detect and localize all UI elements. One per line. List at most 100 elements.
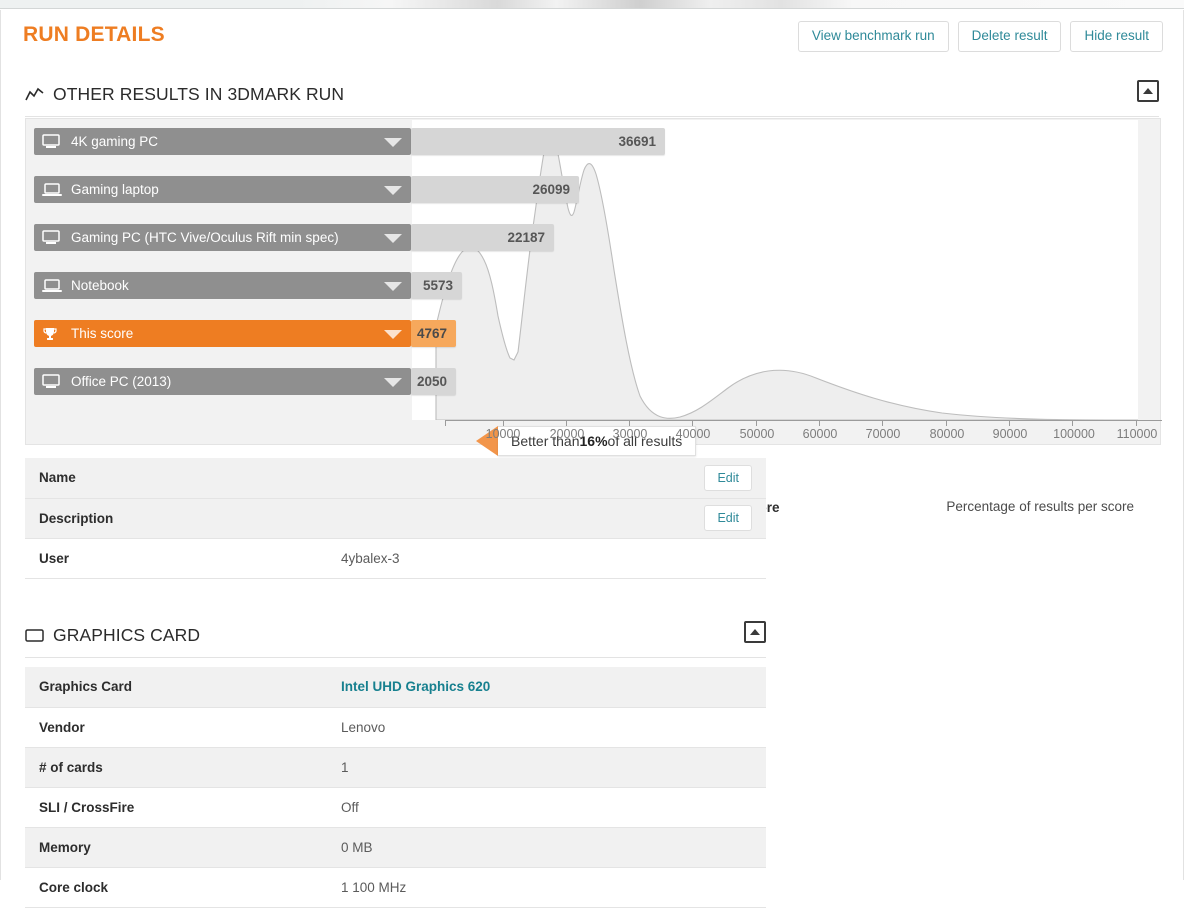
desktop-icon [42, 230, 66, 245]
axis-tick [1136, 420, 1137, 426]
bar-label-gaming-laptop[interactable]: Gaming laptop [34, 176, 411, 203]
edit-description-button[interactable]: Edit [704, 504, 752, 532]
row-description: Description Edit [25, 498, 766, 539]
bar-label-text: Notebook [71, 278, 129, 293]
line-chart-icon [25, 87, 44, 102]
bar-label-text: 4K gaming PC [71, 134, 159, 149]
chevron-down-icon [384, 186, 402, 195]
x-tick-label: 110000 [1116, 427, 1158, 441]
graphics-card-title: GRAPHICS CARD [53, 625, 201, 645]
axis-tick [1072, 420, 1073, 426]
callout-suffix: of all results [607, 433, 683, 449]
row-key: Memory [25, 827, 327, 868]
x-axis-line [445, 420, 1162, 421]
bar-label-this-score[interactable]: This score [34, 320, 411, 347]
row-value: 1 100 MHz [327, 867, 766, 908]
chevron-down-icon [384, 378, 402, 387]
x-tick-label: 30000 [612, 427, 648, 441]
graphics-card-table: Graphics Card Intel UHD Graphics 620 Ven… [25, 667, 766, 908]
row-value: 0 MB [327, 827, 766, 868]
row-key: Description [25, 498, 327, 539]
hide-result-button[interactable]: Hide result [1070, 21, 1163, 52]
row-sli-crossfire: SLI / CrossFire Off [25, 787, 766, 828]
row-value: Lenovo [327, 707, 766, 748]
bar-label-text: Office PC (2013) [71, 374, 172, 389]
distribution-plot-area [412, 120, 1138, 420]
x-tick-label: 60000 [802, 427, 838, 441]
trophy-icon [42, 326, 66, 342]
other-results-section-header: OTHER RESULTS IN 3DMARK RUN [25, 76, 1159, 117]
edit-name-button[interactable]: Edit [704, 464, 752, 491]
row-graphics-card: Graphics Card Intel UHD Graphics 620 [25, 667, 766, 708]
x-tick-label: 40000 [675, 427, 711, 441]
axis-tick [566, 420, 567, 426]
hero-image-strip [0, 0, 1184, 9]
bar-row: Notebook 5573 [34, 272, 1154, 299]
monitor-icon [25, 628, 44, 643]
graphics-card-link[interactable]: Intel UHD Graphics 620 [327, 667, 766, 708]
chevron-up-icon [750, 629, 760, 635]
chevron-up-icon [1143, 88, 1153, 94]
x-tick-label: 10000 [485, 427, 521, 441]
bar-value-this-score: 4767 [411, 320, 456, 347]
axis-tick [946, 420, 947, 426]
percentile-callout: Better than 16% of all results [476, 426, 697, 456]
bar-row: Gaming PC (HTC Vive/Oculus Rift min spec… [34, 224, 1154, 251]
row-value: 4ybalex-3 [327, 538, 766, 579]
bar-value-office-pc: 2050 [411, 368, 456, 395]
x-tick-label: 80000 [929, 427, 965, 441]
graphics-card-title-group: GRAPHICS CARD [25, 625, 200, 646]
row-value: Off [327, 787, 766, 828]
axis-tick [1009, 420, 1010, 426]
chevron-down-icon [384, 138, 402, 147]
bar-label-text: This score [71, 326, 134, 341]
bar-value-4k-gaming-pc: 36691 [411, 128, 665, 155]
run-details-table: Name Edit Description Edit User 4ybalex-… [25, 458, 766, 579]
bar-label-text: Gaming PC (HTC Vive/Oculus Rift min spec… [71, 230, 339, 245]
axis-tick [882, 420, 883, 426]
axis-tick [819, 420, 820, 426]
other-results-title: OTHER RESULTS IN 3DMARK RUN [53, 84, 345, 104]
axis-tick [503, 420, 504, 426]
bar-row: 4K gaming PC 36691 [34, 128, 1154, 155]
callout-emphasis: 16% [579, 433, 608, 449]
score-comparison-chart: 4K gaming PC 36691 Gaming laptop 26099 G… [25, 118, 1162, 515]
desktop-icon [42, 134, 66, 149]
run-details-page: RUN DETAILS View benchmark run Delete re… [0, 10, 1184, 908]
x-tick-label: 100000 [1053, 427, 1095, 441]
axis-tick [445, 420, 446, 426]
bar-label-4k-gaming-pc[interactable]: 4K gaming PC [34, 128, 411, 155]
bar-label-text: Gaming laptop [71, 182, 159, 197]
axis-tick [756, 420, 757, 426]
row-user: User 4ybalex-3 [25, 538, 766, 579]
delete-result-button[interactable]: Delete result [957, 21, 1062, 52]
bar-row: Office PC (2013) 2050 [34, 368, 1154, 395]
bar-label-office-pc[interactable]: Office PC (2013) [34, 368, 411, 395]
row-name: Name Edit [25, 458, 766, 499]
row-key: Vendor [25, 707, 327, 748]
callout-text: Better than 16% of all results [498, 426, 697, 456]
x-axis: 10000 20000 30000 40000 50000 60000 7000… [412, 420, 1162, 445]
x-tick-label: 70000 [865, 427, 901, 441]
collapse-graphics-card-button[interactable] [744, 621, 766, 643]
chevron-down-icon [384, 282, 402, 291]
page-title: RUN DETAILS [23, 23, 165, 46]
row-key: Name [25, 458, 327, 499]
collapse-other-results-button[interactable] [1137, 80, 1159, 102]
header-actions: View benchmark run Delete result Hide re… [797, 21, 1163, 52]
bar-value-gaming-pc-vr: 22187 [411, 224, 554, 251]
row-core-clock: Core clock 1 100 MHz [25, 867, 766, 908]
other-results-title-group: OTHER RESULTS IN 3DMARK RUN [25, 84, 344, 105]
row-key: SLI / CrossFire [25, 787, 327, 828]
view-benchmark-run-button[interactable]: View benchmark run [797, 21, 949, 52]
axis-tick [692, 420, 693, 426]
x-tick-label: 20000 [549, 427, 585, 441]
bar-label-gaming-pc-vr[interactable]: Gaming PC (HTC Vive/Oculus Rift min spec… [34, 224, 411, 251]
desktop-icon [42, 374, 66, 389]
row-value: 1 [327, 747, 766, 788]
x-tick-label: 50000 [739, 427, 775, 441]
bar-label-notebook[interactable]: Notebook [34, 272, 411, 299]
row-memory: Memory 0 MB [25, 827, 766, 868]
bar-row: Gaming laptop 26099 [34, 176, 1154, 203]
chevron-down-icon [384, 330, 402, 339]
